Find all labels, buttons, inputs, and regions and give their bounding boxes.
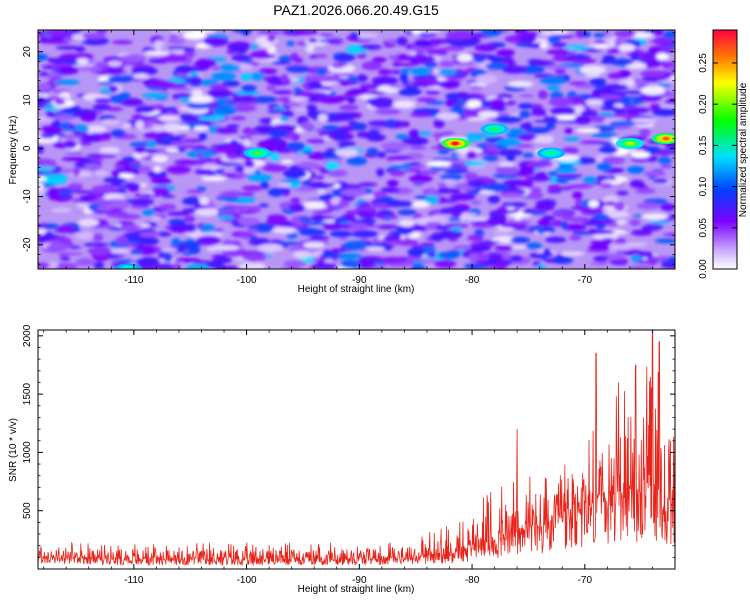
x-tick-label: -90 — [352, 275, 367, 286]
spectrogram-field — [38, 30, 675, 269]
colorbar-tick-label: 0.20 — [698, 94, 709, 114]
snr-y-label: SNR (10 * v/v) — [8, 418, 19, 482]
colorbar-label: Normalized spectral amplitude — [738, 82, 749, 217]
colorbar-tick-label: 0.15 — [698, 135, 709, 155]
y-tick-label: 500 — [22, 502, 33, 519]
spectrogram-hotspot — [537, 147, 565, 159]
x-tick-label: -80 — [465, 575, 480, 586]
y-tick-label: -10 — [22, 189, 33, 204]
y-tick-label: 1000 — [22, 441, 33, 464]
spectrogram-hotspot — [652, 133, 675, 145]
x-tick-label: -80 — [465, 275, 480, 286]
y-tick-label: 1500 — [22, 383, 33, 406]
x-tick-label: -110 — [124, 575, 144, 586]
colorbar-tick-label: 0.05 — [698, 218, 709, 238]
spectrogram-hotspot — [243, 147, 272, 159]
snr-plot-background — [38, 330, 675, 569]
spectrogram-hotspot — [441, 138, 470, 149]
y-tick-label: 20 — [22, 46, 33, 58]
spectrogram-x-label: Height of straight line (km) — [298, 284, 415, 295]
spectrogram-hotspot — [615, 138, 644, 149]
x-tick-label: -100 — [237, 575, 257, 586]
colorbar-ticks: 0.00 0.05 0.10 0.15 0.20 0.25 — [698, 53, 737, 279]
snr-x-axis: -110 -100 -90 -80 -70 — [43, 330, 676, 586]
x-tick-label: -70 — [578, 575, 593, 586]
spectrogram-hotspot — [114, 263, 143, 269]
x-tick-label: -100 — [237, 275, 257, 286]
snr-plot-frame — [37, 329, 676, 570]
x-tick-label: -70 — [578, 275, 593, 286]
chart-title: PAZ1.2026.066.20.49.G15 — [273, 2, 439, 18]
snr-x-label: Height of straight line (km) — [298, 584, 415, 595]
x-tick-label: -90 — [352, 575, 367, 586]
spectrogram-y-axis: -20 -10 0 10 20 — [22, 32, 675, 265]
y-tick-label: 2000 — [22, 324, 33, 347]
colorbar-tick-label: 0.25 — [698, 53, 709, 73]
y-tick-label: 10 — [22, 94, 33, 106]
spectrogram-hotspot — [480, 123, 509, 135]
spectrogram-y-label: Frequency (Hz) — [8, 116, 19, 185]
colorbar-tick-label: 0.00 — [698, 259, 709, 279]
spectrogram-x-axis: -110 -100 -90 -80 -70 — [43, 30, 676, 286]
spectrogram-frame — [37, 29, 676, 270]
snr-series-line — [38, 330, 675, 567]
colorbar — [712, 29, 738, 270]
colorbar-tick-label: 0.10 — [698, 176, 709, 196]
x-tick-label: -110 — [124, 275, 144, 286]
y-tick-label: 0 — [22, 145, 33, 151]
y-tick-label: -20 — [22, 237, 33, 252]
snr-y-axis: 500 1000 1500 2000 — [22, 324, 675, 558]
